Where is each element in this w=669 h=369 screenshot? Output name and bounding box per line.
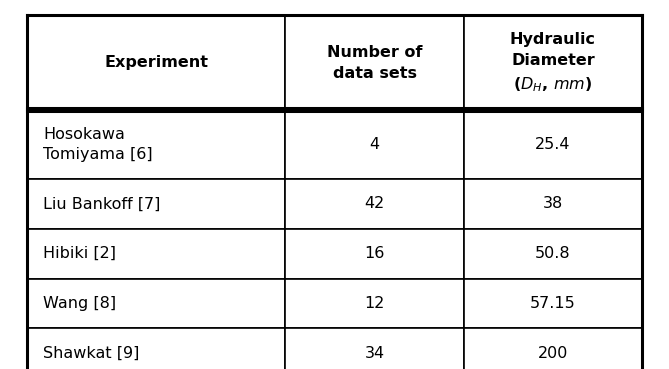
- Bar: [27, 279, 285, 328]
- Text: 42: 42: [365, 196, 385, 211]
- Text: 57.15: 57.15: [530, 296, 576, 311]
- Bar: [27, 229, 285, 279]
- Text: Wang [8]: Wang [8]: [43, 296, 116, 311]
- Bar: [464, 328, 642, 369]
- Text: Hosokawa
Tomiyama [6]: Hosokawa Tomiyama [6]: [43, 127, 153, 162]
- Bar: [464, 179, 642, 229]
- Text: Hydraulic
Diameter
($\bf{\it{D_H}}$, $\bf{\it{mm}}$): Hydraulic Diameter ($\bf{\it{D_H}}$, $\b…: [510, 32, 596, 94]
- Text: Liu Bankoff [7]: Liu Bankoff [7]: [43, 196, 161, 211]
- Text: 38: 38: [543, 196, 563, 211]
- Bar: [27, 111, 285, 179]
- Bar: [285, 15, 464, 111]
- Text: 16: 16: [365, 246, 385, 261]
- Text: Number of
data sets: Number of data sets: [326, 45, 422, 81]
- Bar: [464, 279, 642, 328]
- Bar: [464, 15, 642, 111]
- Bar: [285, 229, 464, 279]
- Text: 50.8: 50.8: [535, 246, 571, 261]
- Bar: [285, 111, 464, 179]
- Bar: [464, 111, 642, 179]
- Bar: [464, 229, 642, 279]
- Text: Hibiki [2]: Hibiki [2]: [43, 246, 116, 261]
- Bar: [285, 279, 464, 328]
- Text: 12: 12: [365, 296, 385, 311]
- Bar: [285, 179, 464, 229]
- Bar: [27, 328, 285, 369]
- Text: 4: 4: [369, 137, 379, 152]
- Text: 34: 34: [365, 346, 385, 361]
- Text: Shawkat [9]: Shawkat [9]: [43, 346, 140, 361]
- Bar: [27, 179, 285, 229]
- Text: 25.4: 25.4: [535, 137, 571, 152]
- Bar: [285, 328, 464, 369]
- Text: Experiment: Experiment: [104, 55, 208, 70]
- Text: 200: 200: [538, 346, 568, 361]
- Bar: [27, 15, 285, 111]
